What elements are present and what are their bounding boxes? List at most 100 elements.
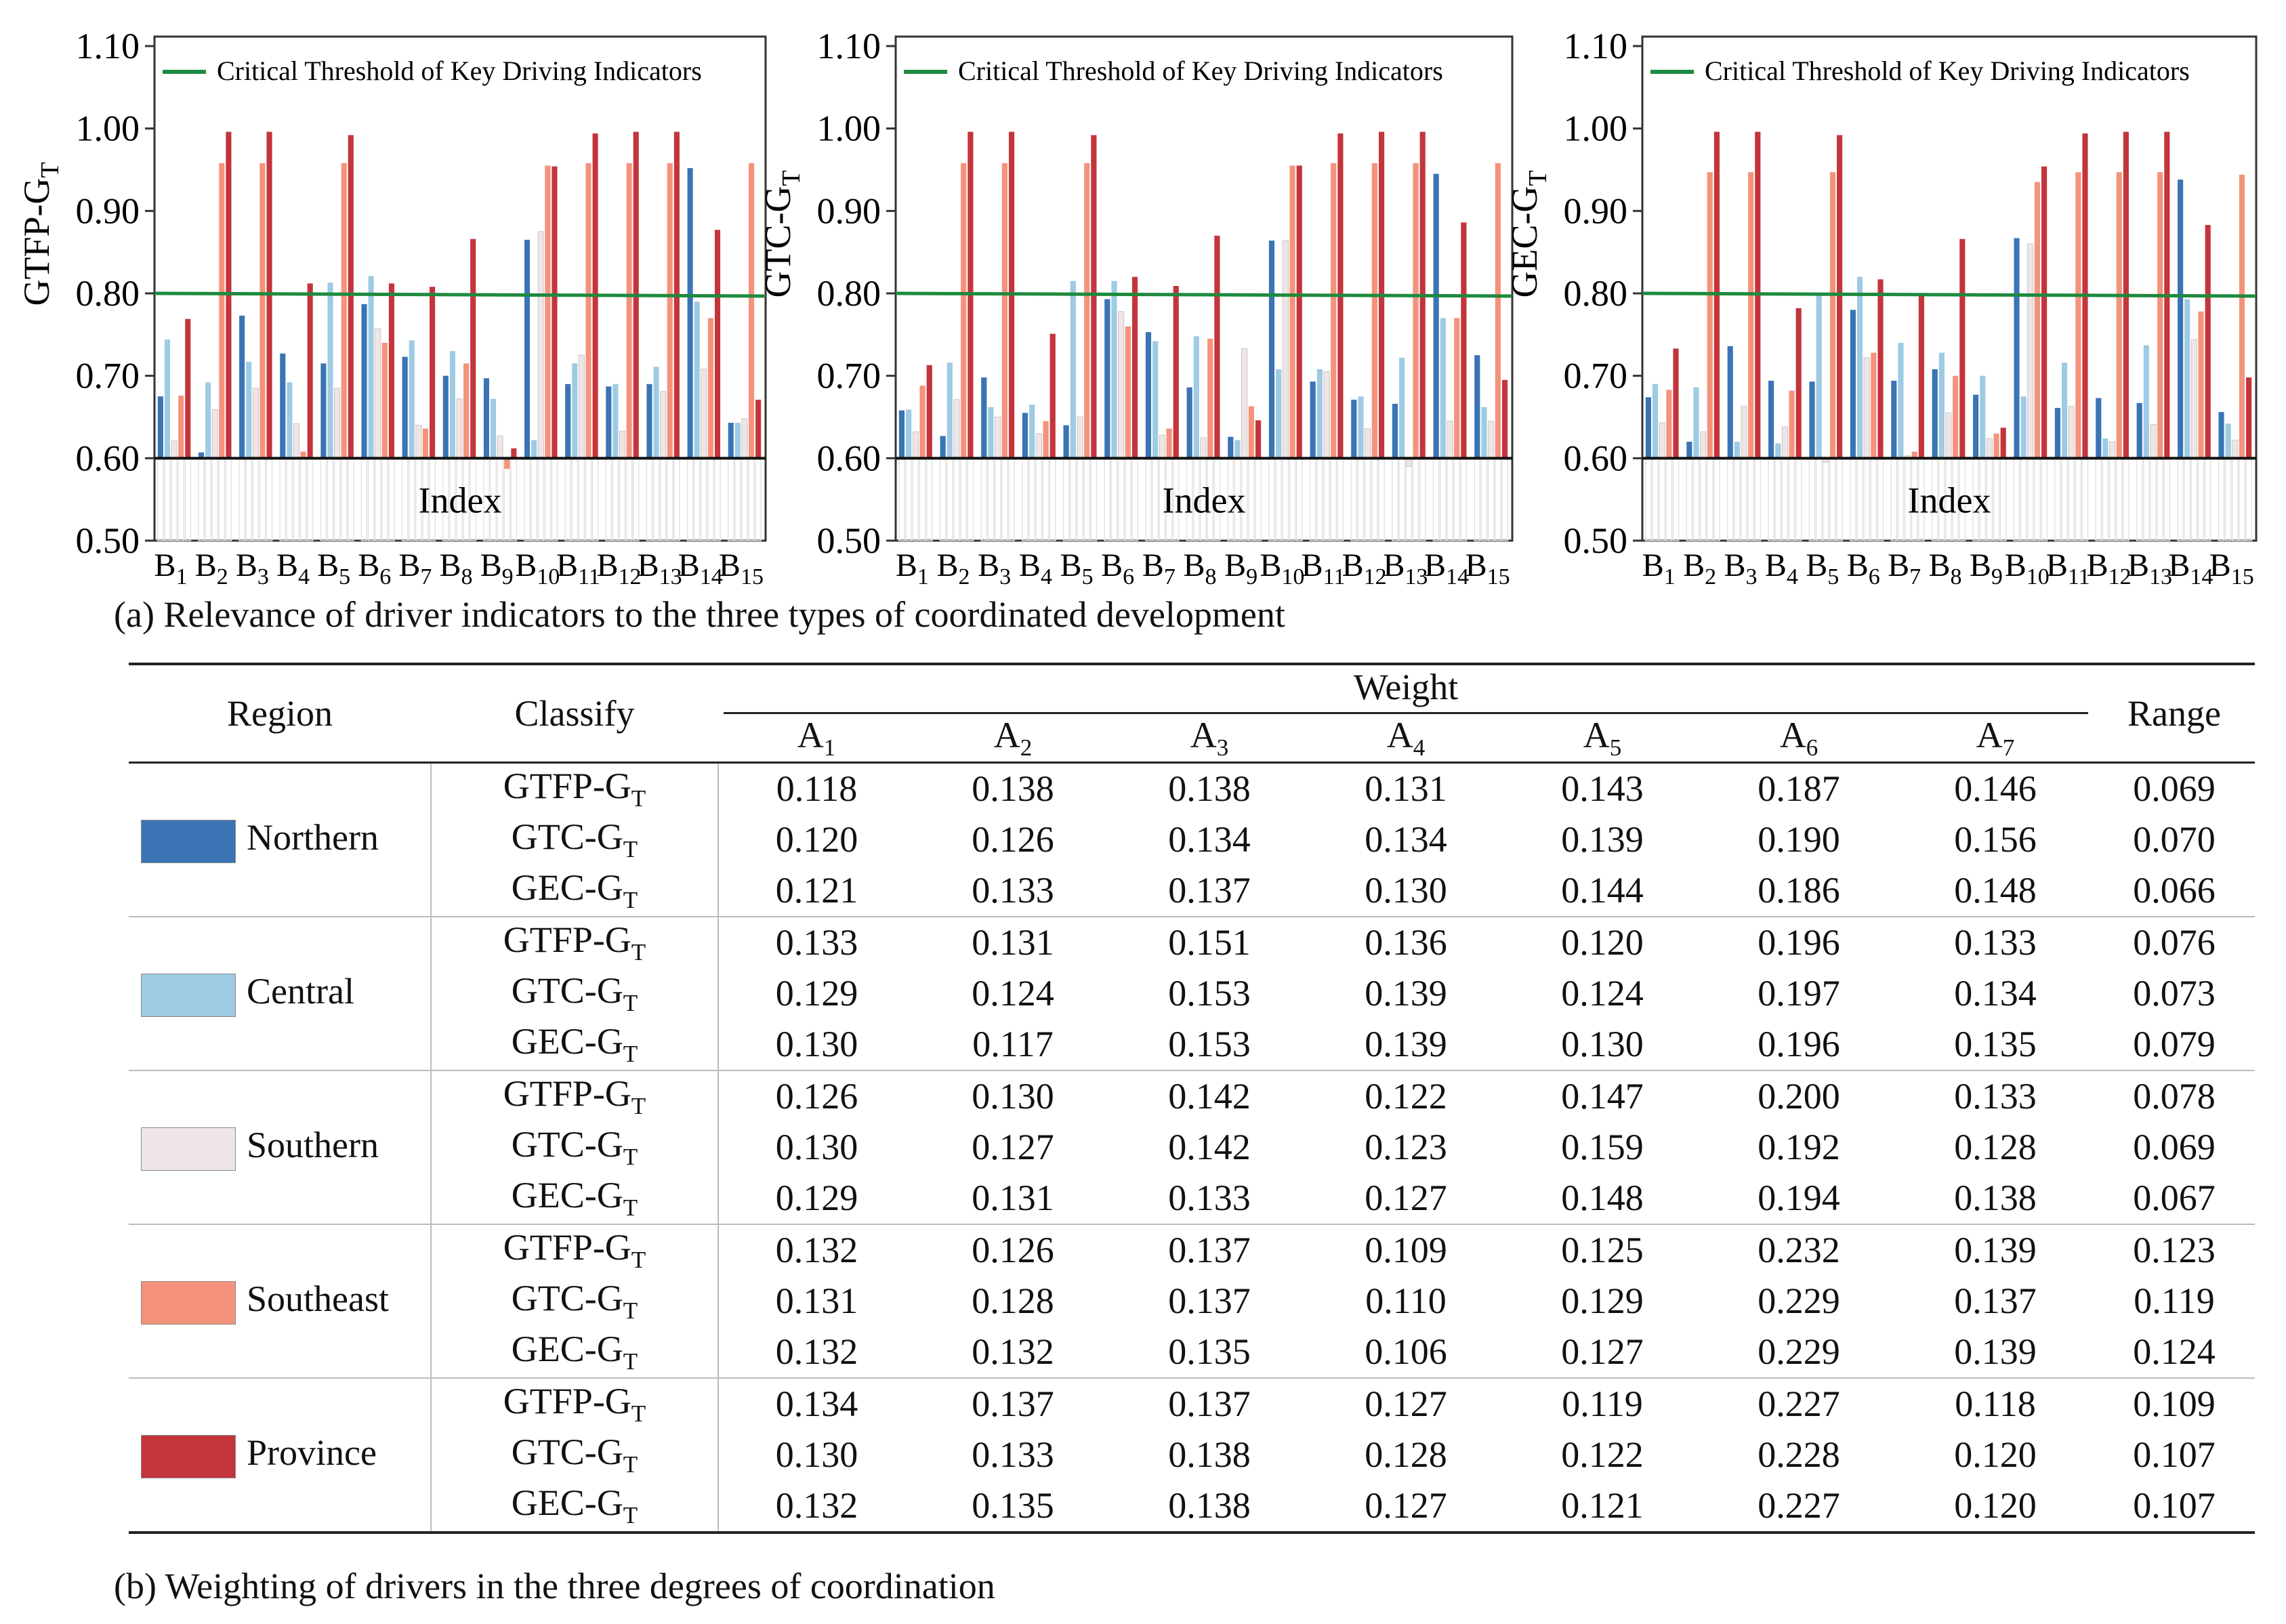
classify-cell: GTFP-GT [431,1223,719,1276]
x-tick-label: B8 [1183,547,1216,589]
bar-northern-b8 [1186,387,1192,459]
region-label: Northern [247,816,379,858]
bar-southeast-b15 [748,163,755,459]
weight-cell: 0.122 [1308,1069,1504,1122]
bar-southern-b11 [578,354,585,459]
x-axis-title: Index [419,480,502,520]
weight-cell: 0.151 [1111,915,1308,968]
bar-stub [374,457,381,541]
bar-stub [245,457,253,541]
weight-cell: 0.132 [718,1480,915,1534]
bar-stub [2020,457,2027,541]
bar-southeast-b14 [1454,318,1460,459]
bar-southeast-b6 [1125,326,1131,459]
bar-stub [1706,457,1713,541]
bar-stub [211,457,219,541]
weight-cell: 0.156 [1954,819,2037,860]
weight-cell: 0.126 [972,819,1054,860]
bar-stub [1083,457,1091,541]
region-swatch-province [141,1434,236,1478]
bar-stub [2231,457,2239,541]
bar-stub [1337,457,1344,541]
bar-stub [1145,457,1152,541]
bar-central-b9 [1234,440,1241,459]
weight-cell: 0.130 [1365,870,1447,911]
y-tick-label: 0.90 [1564,190,1628,231]
bar-stub [1049,457,1056,541]
bar-stub [1645,457,1652,541]
x-tick-label: B9 [1970,547,2003,589]
bar-stub [605,457,612,541]
bar-southeast-b7 [1166,428,1172,459]
weight-cell: 0.130 [1561,1024,1644,1065]
x-tick-label: B15 [719,547,764,589]
bar-stub [327,457,334,541]
classify-label: GTFP-G [503,1227,631,1268]
bar-central-b10 [2020,396,2027,459]
bar-southern-b6 [1863,357,1870,459]
bar-stub [673,457,680,541]
header-a-subscript: 1 [823,734,836,761]
weight-cell: 0.200 [1701,1069,1897,1122]
classify-cell: GTFP-GT [431,762,719,814]
bar-stub [2013,457,2020,541]
bar-southeast-b8 [463,363,470,459]
bar-southern-b13 [660,391,667,459]
classify-label: GTC-G [511,970,623,1012]
weight-cell: 0.153 [1168,1024,1251,1065]
classify-subscript: T [631,1093,646,1120]
bar-central-b12 [612,383,619,459]
classify-subscript: T [623,1502,638,1529]
x-tick-label: B11 [1302,547,1346,589]
bar-stub [1768,457,1774,541]
x-tick-label: B14 [678,547,723,589]
bar-northern-b6 [361,304,367,459]
bar-southern-b12 [619,430,626,459]
classify-label: GTFP-G [503,1381,631,1422]
bar-southeast-b2 [1707,172,1713,459]
bar-province-b4 [1795,308,1802,459]
table-row: Northern GTFP-GT 0.118 0.138 0.138 0.131 0.143… [129,762,2255,917]
bar-stub [1788,457,1795,541]
bar-northern-b12 [2096,398,2102,459]
bar-southern-b6 [1118,311,1125,459]
bar-stub [286,457,293,541]
bar-stub [612,457,619,541]
bar-stub [333,457,341,541]
bar-southeast-b3 [259,163,266,459]
weight-cell: 0.134 [1365,819,1447,860]
bar-stub [1699,457,1707,541]
table-row: GTC-GT 0.131 0.128 0.137 0.110 0.129 0.229 0.13… [129,1275,2255,1327]
bar-southern-b4 [1781,426,1788,459]
weight-cell: 0.142 [1111,1069,1308,1122]
bar-southern-b8 [1945,412,1952,459]
bar-central-b7 [1152,341,1159,459]
x-tick-label: B8 [439,547,472,589]
bar-southern-b8 [456,398,463,459]
header-a-subscript: 5 [1609,734,1622,761]
bar-northern-b4 [280,353,286,459]
bar-southeast-b3 [1748,172,1754,459]
bar-stub [1392,457,1398,541]
weight-cell: 0.138 [972,768,1054,810]
bar-northern-b7 [1145,332,1152,459]
bar-stub [2184,457,2191,541]
bar-stub [1077,457,1083,541]
bar-northern-b10 [2014,238,2020,459]
x-tick-label: B10 [2005,547,2050,589]
y-tick-label: 0.60 [817,438,881,478]
bar-stub [585,457,592,541]
bar-northern-b11 [565,383,571,459]
bar-southern-b5 [334,388,341,459]
bar-central-b1 [906,409,912,459]
header-a-subscript: 4 [1413,734,1426,761]
bar-central-b3 [246,361,252,459]
bar-stub [619,457,626,541]
weight-cell: 0.232 [1701,1223,1897,1276]
bar-central-b10 [531,440,537,459]
y-tick-label: 0.70 [1564,356,1628,396]
bar-northern-b2 [198,452,205,459]
weight-cell: 0.137 [1168,870,1251,911]
bar-stub [259,457,266,541]
bar-stub [1453,457,1461,541]
